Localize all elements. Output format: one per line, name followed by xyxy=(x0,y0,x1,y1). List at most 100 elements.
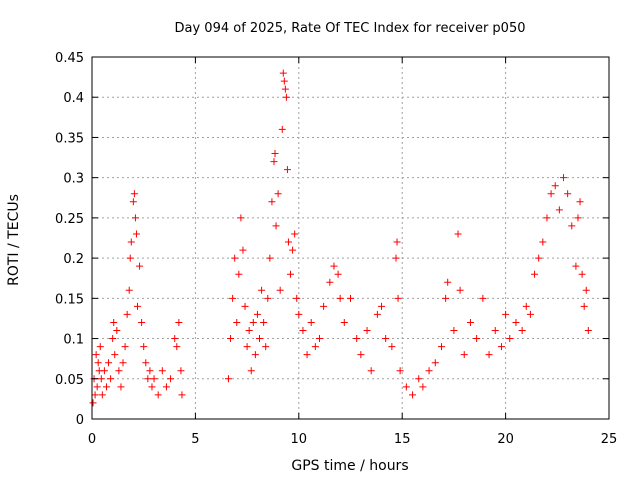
y-tick-label: 0.35 xyxy=(55,131,84,146)
data-point xyxy=(271,150,279,158)
data-point xyxy=(258,286,266,294)
y-tick-label: 0.4 xyxy=(63,91,84,106)
data-point xyxy=(173,343,181,351)
data-point xyxy=(121,343,129,351)
data-point xyxy=(150,375,158,383)
data-point xyxy=(110,318,118,326)
data-point xyxy=(419,383,427,391)
data-point xyxy=(262,343,270,351)
data-point xyxy=(568,222,576,230)
data-point xyxy=(526,310,534,318)
data-point xyxy=(539,238,547,246)
data-point xyxy=(154,391,162,399)
data-point xyxy=(138,318,146,326)
data-point xyxy=(281,85,289,93)
data-point xyxy=(243,343,251,351)
data-point xyxy=(245,327,253,335)
data-point xyxy=(102,383,110,391)
data-point xyxy=(378,302,386,310)
data-point xyxy=(293,294,301,302)
data-point xyxy=(409,391,417,399)
data-point xyxy=(227,335,235,343)
data-point xyxy=(127,238,135,246)
data-point xyxy=(136,262,144,270)
data-point xyxy=(357,351,365,359)
y-tick-label: 0.05 xyxy=(55,373,84,388)
data-point xyxy=(272,222,280,230)
data-point xyxy=(91,391,99,399)
data-point xyxy=(518,327,526,335)
data-point xyxy=(167,375,175,383)
data-point xyxy=(564,190,572,198)
data-point xyxy=(126,254,134,262)
data-point xyxy=(512,318,520,326)
data-point xyxy=(456,286,464,294)
data-point xyxy=(111,351,119,359)
data-point xyxy=(131,214,139,222)
data-point xyxy=(109,335,117,343)
data-point xyxy=(237,214,245,222)
data-point xyxy=(177,367,185,375)
data-point xyxy=(572,262,580,270)
data-point xyxy=(334,270,342,278)
data-point xyxy=(148,383,156,391)
x-tick-label: 5 xyxy=(191,432,199,447)
data-point xyxy=(425,367,433,375)
data-points xyxy=(89,69,592,407)
x-axis-label: GPS time / hours xyxy=(291,458,408,474)
data-point xyxy=(287,270,295,278)
data-point xyxy=(268,198,276,206)
data-point xyxy=(295,310,303,318)
data-point xyxy=(123,310,131,318)
data-point xyxy=(146,367,154,375)
data-point xyxy=(396,367,404,375)
data-point xyxy=(336,294,344,302)
data-point xyxy=(266,254,274,262)
y-axis-label: ROTI / TECUs xyxy=(6,194,22,286)
data-point xyxy=(93,383,101,391)
x-tick-label: 10 xyxy=(291,432,308,447)
data-point xyxy=(392,254,400,262)
data-point xyxy=(119,359,127,367)
data-point xyxy=(307,318,315,326)
data-point xyxy=(466,318,474,326)
data-point xyxy=(178,391,186,399)
chart-title: Day 094 of 2025, Rate Of TEC Index for r… xyxy=(175,21,526,36)
data-point xyxy=(133,302,141,310)
data-point xyxy=(249,318,257,326)
data-point xyxy=(253,310,261,318)
data-point xyxy=(270,158,278,166)
data-point xyxy=(92,351,100,359)
data-point xyxy=(280,77,288,85)
y-tick-label: 0.45 xyxy=(55,51,84,66)
data-point xyxy=(394,294,402,302)
data-point xyxy=(251,351,259,359)
y-tick-label: 0.2 xyxy=(63,252,84,267)
data-point xyxy=(402,383,410,391)
data-point xyxy=(264,294,272,302)
data-point xyxy=(94,359,102,367)
data-point xyxy=(144,375,152,383)
data-point xyxy=(274,190,282,198)
data-point xyxy=(142,359,150,367)
y-tick-label: 0.15 xyxy=(55,292,84,307)
data-point xyxy=(97,375,105,383)
x-tick-label: 25 xyxy=(601,432,618,447)
data-point xyxy=(535,254,543,262)
data-point xyxy=(279,69,287,77)
data-point xyxy=(132,230,140,238)
data-point xyxy=(582,286,590,294)
data-point xyxy=(140,343,148,351)
data-point xyxy=(580,302,588,310)
grid xyxy=(92,57,609,419)
data-point xyxy=(315,335,323,343)
y-tick-label: 0.3 xyxy=(63,172,84,187)
data-point xyxy=(522,302,530,310)
y-tick-label: 0.1 xyxy=(63,333,84,348)
data-point xyxy=(497,343,505,351)
data-point xyxy=(241,302,249,310)
data-point xyxy=(531,270,539,278)
data-point xyxy=(282,93,290,101)
data-point xyxy=(367,367,375,375)
data-point xyxy=(291,230,299,238)
